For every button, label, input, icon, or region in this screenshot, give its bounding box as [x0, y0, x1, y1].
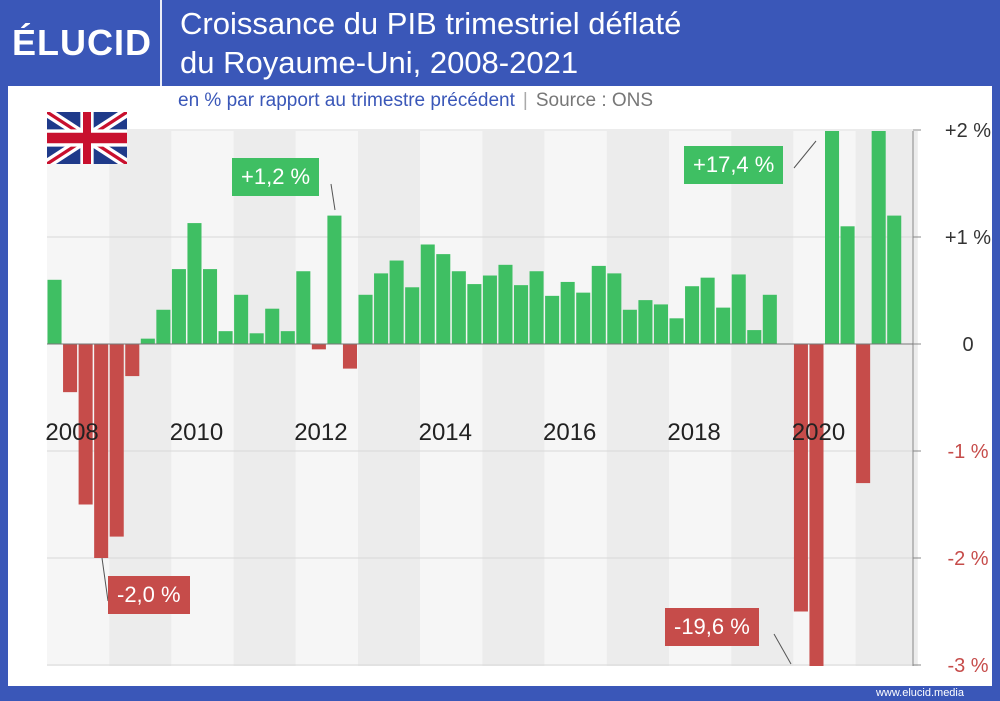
- source-label: Source : ONS: [535, 90, 654, 111]
- footer-url: www.elucid.media: [875, 687, 964, 699]
- bar-2015-Q1: [482, 275, 497, 344]
- bar-2010-Q4: [218, 331, 233, 344]
- annotation-leader: [773, 633, 792, 665]
- bar-2020-Q1: [793, 344, 808, 612]
- bar-2012-Q2: [311, 344, 326, 350]
- bar-2015-Q2: [498, 264, 513, 344]
- logo-divider: [160, 0, 162, 86]
- uk-flag-icon: [47, 112, 127, 164]
- chart-title-line1: Croissance du PIB trimestriel déflaté: [180, 6, 682, 41]
- year-band: [358, 131, 421, 666]
- bar-2010-Q3: [203, 269, 218, 344]
- bar-2009-Q2: [125, 344, 140, 377]
- bar-2020-Q2: [809, 344, 824, 666]
- bar-2015-Q3: [514, 285, 529, 344]
- bar-2014-Q3: [451, 271, 466, 344]
- bar-2012-Q1: [296, 271, 311, 344]
- bar-chart: +2 % +1 % 0 -1 % -2 % -3 % 2008 2010 2012 2014 201…: [45, 120, 991, 677]
- x-tick-label: 2020: [792, 419, 845, 446]
- y-tick-label: -2 %: [947, 548, 988, 570]
- y-tick-label: -1 %: [947, 441, 988, 463]
- x-tick-label: 2018: [667, 419, 720, 446]
- chart-subtitle: en % par rapport au trimestre précédent |…: [178, 90, 653, 112]
- bar-2018-Q1: [669, 318, 684, 344]
- y-tick-label: +1 %: [945, 227, 991, 249]
- bar-2015-Q4: [529, 271, 544, 344]
- annotation-label-2008: -2,0 %: [108, 576, 190, 614]
- bar-2013-Q2: [374, 273, 389, 344]
- bar-2014-Q2: [436, 254, 451, 344]
- bar-2020-Q4: [840, 226, 855, 344]
- bar-2018-Q4: [716, 307, 731, 344]
- bar-2016-Q4: [591, 265, 606, 344]
- bar-2012-Q4: [342, 344, 357, 369]
- bar-2011-Q1: [234, 294, 249, 344]
- bar-2011-Q3: [265, 308, 280, 344]
- bar-2011-Q4: [280, 331, 295, 344]
- bar-2009-Q4: [156, 309, 171, 344]
- bar-2008-Q3: [78, 344, 93, 505]
- bar-2010-Q2: [187, 223, 202, 344]
- year-band: [606, 131, 669, 666]
- annotation-label-2020-q2: -19,6 %: [665, 608, 759, 646]
- bar-2019-Q1: [731, 274, 746, 344]
- year-band: [669, 131, 732, 666]
- header: ÉLUCID Croissance du PIB trimestriel déf…: [0, 0, 1000, 86]
- bar-2010-Q1: [171, 269, 186, 344]
- bar-2021-Q3: [887, 215, 902, 344]
- y-tick-label: +2 %: [945, 120, 991, 142]
- bar-2018-Q3: [700, 277, 715, 344]
- bar-2012-Q3: [327, 215, 342, 344]
- year-band: [544, 131, 607, 666]
- subtitle-text: en % par rapport au trimestre précédent: [178, 90, 515, 111]
- chart-panel: +2 % +1 % 0 -1 % -2 % -3 % 2008 2010 2012 2014 201…: [8, 86, 992, 686]
- x-tick-label: 2016: [543, 419, 596, 446]
- bar-2008-Q2: [63, 344, 78, 393]
- bar-2013-Q3: [389, 260, 404, 344]
- x-tick-label: 2010: [170, 419, 223, 446]
- year-band: [233, 131, 296, 666]
- bar-2017-Q1: [607, 273, 622, 344]
- bar-2008-Q4: [94, 344, 109, 558]
- bar-2008-Q1: [47, 279, 62, 344]
- year-band: [420, 131, 483, 666]
- annotation-leader: [101, 557, 109, 602]
- bar-2017-Q4: [653, 304, 668, 344]
- year-band: [731, 131, 794, 666]
- bar-2016-Q3: [576, 292, 591, 344]
- elucid-logo: ÉLUCID: [12, 22, 152, 63]
- bar-2021-Q1: [856, 344, 871, 484]
- bar-2009-Q3: [140, 338, 155, 344]
- bar-2020-Q3: [825, 131, 840, 344]
- annotation-label-2020-q3: +17,4 %: [684, 146, 784, 184]
- x-tick-label: 2014: [419, 419, 472, 446]
- annotation-leader: [330, 183, 336, 211]
- chart-title-line2: du Royaume-Uni, 2008-2021: [180, 45, 579, 80]
- bar-2016-Q1: [545, 295, 560, 344]
- bar-2013-Q4: [405, 287, 420, 344]
- y-tick-label: -3 %: [947, 655, 988, 677]
- bar-2019-Q3: [762, 294, 777, 344]
- bar-2011-Q2: [249, 333, 264, 344]
- bar-2021-Q2: [871, 131, 886, 344]
- bar-2018-Q2: [685, 286, 700, 344]
- year-band: [295, 131, 358, 666]
- bar-2014-Q4: [467, 284, 482, 344]
- bar-2017-Q2: [622, 309, 637, 344]
- bar-2014-Q1: [420, 244, 435, 344]
- annotation-leader: [793, 140, 817, 169]
- bar-2019-Q2: [747, 330, 762, 344]
- bar-2013-Q1: [358, 294, 373, 344]
- bar-2016-Q2: [560, 281, 575, 344]
- subtitle-separator: |: [522, 90, 528, 111]
- x-tick-label: 2008: [45, 419, 98, 446]
- year-band: [482, 131, 545, 666]
- x-tick-label: 2012: [294, 419, 347, 446]
- annotation-label-2012: +1,2 %: [232, 158, 320, 196]
- bar-2009-Q1: [109, 344, 124, 537]
- bar-2017-Q3: [638, 300, 653, 344]
- y-tick-label: 0: [962, 334, 973, 356]
